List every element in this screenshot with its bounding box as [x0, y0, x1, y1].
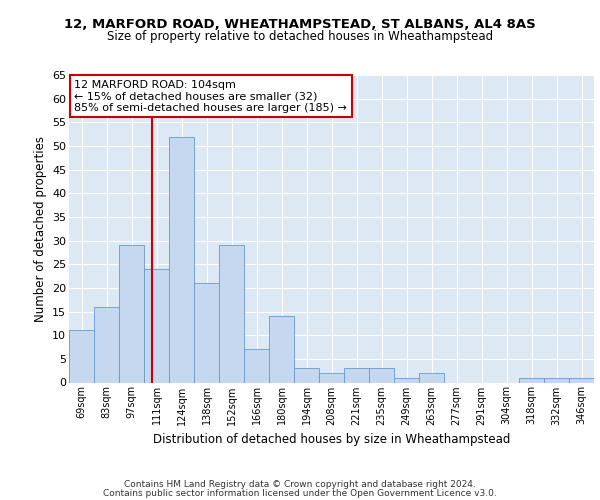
Y-axis label: Number of detached properties: Number of detached properties [34, 136, 47, 322]
Bar [144, 269, 169, 382]
Bar [519, 378, 544, 382]
Bar [544, 378, 569, 382]
Bar [419, 373, 444, 382]
Bar [194, 283, 219, 382]
Bar [94, 307, 119, 382]
Bar [219, 246, 244, 382]
Text: Contains public sector information licensed under the Open Government Licence v3: Contains public sector information licen… [103, 489, 497, 498]
Bar [119, 246, 144, 382]
Bar [294, 368, 319, 382]
Bar [344, 368, 369, 382]
X-axis label: Distribution of detached houses by size in Wheathampstead: Distribution of detached houses by size … [153, 433, 510, 446]
Text: Contains HM Land Registry data © Crown copyright and database right 2024.: Contains HM Land Registry data © Crown c… [124, 480, 476, 489]
Bar [244, 350, 269, 382]
Text: Size of property relative to detached houses in Wheathampstead: Size of property relative to detached ho… [107, 30, 493, 43]
Bar [569, 378, 594, 382]
Bar [169, 136, 194, 382]
Bar [69, 330, 94, 382]
Bar [394, 378, 419, 382]
Text: 12, MARFORD ROAD, WHEATHAMPSTEAD, ST ALBANS, AL4 8AS: 12, MARFORD ROAD, WHEATHAMPSTEAD, ST ALB… [64, 18, 536, 30]
Text: 12 MARFORD ROAD: 104sqm
← 15% of detached houses are smaller (32)
85% of semi-de: 12 MARFORD ROAD: 104sqm ← 15% of detache… [74, 80, 347, 113]
Bar [319, 373, 344, 382]
Bar [269, 316, 294, 382]
Bar [369, 368, 394, 382]
